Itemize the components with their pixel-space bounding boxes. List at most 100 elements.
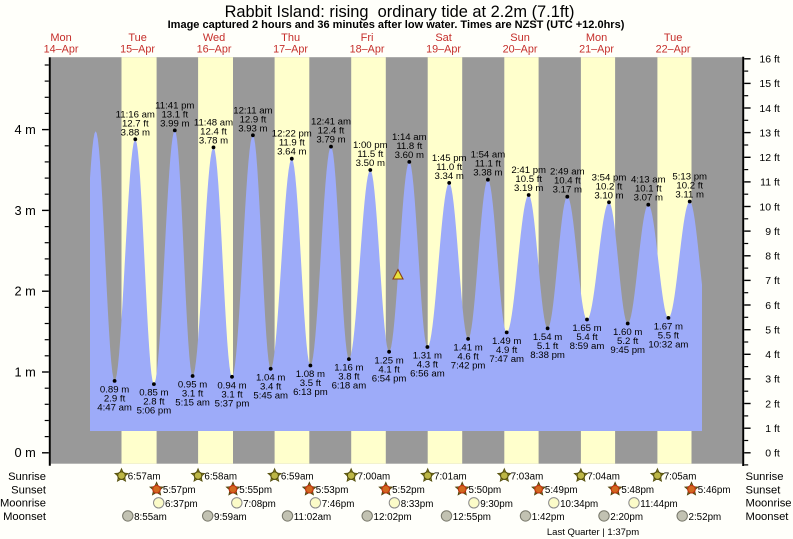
svg-text:12 ft: 12 ft (759, 152, 780, 164)
svg-text:5:48pm: 5:48pm (621, 485, 654, 496)
svg-text:13 ft: 13 ft (759, 127, 780, 139)
svg-text:3.79 m: 3.79 m (316, 135, 345, 146)
svg-text:1.65 m: 1.65 m (572, 323, 601, 334)
svg-text:2:20pm: 2:20pm (610, 512, 643, 523)
svg-text:2 m: 2 m (14, 284, 35, 299)
svg-text:Image captured 2 hours and 36: Image captured 2 hours and 36 minutes af… (168, 19, 625, 31)
svg-text:11.0 ft: 11.0 ft (436, 162, 462, 173)
svg-text:5:55pm: 5:55pm (239, 485, 272, 496)
svg-text:5:46pm: 5:46pm (698, 485, 731, 496)
svg-text:7:08pm: 7:08pm (243, 499, 276, 510)
svg-text:5:52pm: 5:52pm (392, 485, 425, 496)
svg-text:3.4 ft: 3.4 ft (260, 381, 282, 392)
svg-text:10.2 ft: 10.2 ft (596, 181, 623, 192)
svg-text:12:55pm: 12:55pm (453, 512, 491, 523)
svg-text:13.1 ft: 13.1 ft (161, 109, 188, 120)
svg-text:8:55am: 8:55am (134, 512, 167, 523)
svg-text:1.54 m: 1.54 m (533, 332, 562, 343)
svg-text:20–Apr: 20–Apr (503, 43, 538, 55)
svg-text:10.2 ft: 10.2 ft (676, 181, 703, 192)
svg-text:Sunset: Sunset (746, 484, 782, 496)
svg-text:3.11 m: 3.11 m (675, 190, 704, 201)
svg-text:12:41 am: 12:41 am (311, 117, 351, 128)
svg-text:4:13 am: 4:13 am (631, 175, 666, 186)
svg-text:Mon: Mon (50, 32, 71, 44)
svg-text:0 m: 0 m (14, 445, 35, 460)
svg-text:6:58am: 6:58am (204, 472, 237, 483)
svg-text:7:04am: 7:04am (587, 472, 620, 483)
svg-text:5:50pm: 5:50pm (469, 485, 502, 496)
svg-text:1.41 m: 1.41 m (453, 342, 482, 353)
svg-text:10.4 ft: 10.4 ft (554, 176, 581, 187)
svg-text:6:18 am: 6:18 am (332, 381, 367, 392)
svg-text:Sunset: Sunset (11, 484, 47, 496)
svg-text:2.8 ft: 2.8 ft (143, 397, 165, 408)
svg-text:3.93 m: 3.93 m (238, 123, 267, 134)
svg-text:5:15 am: 5:15 am (175, 398, 210, 409)
svg-text:11.8 ft: 11.8 ft (396, 141, 422, 152)
svg-text:1:42pm: 1:42pm (532, 512, 565, 523)
svg-text:8 ft: 8 ft (765, 251, 780, 263)
svg-text:9:30pm: 9:30pm (480, 499, 513, 510)
svg-text:Moonrise: Moonrise (746, 498, 792, 510)
svg-text:1.16 m: 1.16 m (334, 363, 363, 374)
svg-text:5.4 ft: 5.4 ft (576, 332, 598, 343)
svg-text:22–Apr: 22–Apr (656, 43, 691, 55)
svg-text:Sat: Sat (435, 32, 452, 44)
svg-text:7:46pm: 7:46pm (322, 499, 355, 510)
svg-text:12.9 ft: 12.9 ft (240, 114, 267, 125)
svg-text:12.7 ft: 12.7 ft (122, 118, 149, 129)
svg-text:0 ft: 0 ft (765, 448, 780, 460)
svg-text:11.9 ft: 11.9 ft (279, 138, 305, 149)
svg-text:10:34pm: 10:34pm (560, 499, 598, 510)
svg-text:14 ft: 14 ft (759, 103, 780, 115)
svg-text:3.64 m: 3.64 m (277, 147, 306, 158)
svg-text:12:22 pm: 12:22 pm (272, 129, 312, 140)
svg-text:3.88 m: 3.88 m (121, 127, 150, 138)
svg-text:Tue: Tue (664, 32, 683, 44)
svg-text:18–Apr: 18–Apr (350, 43, 385, 55)
svg-text:3.60 m: 3.60 m (395, 150, 424, 161)
svg-text:5.1 ft: 5.1 ft (537, 341, 559, 352)
svg-text:3.10 m: 3.10 m (594, 190, 623, 201)
svg-text:1 ft: 1 ft (765, 423, 780, 435)
svg-text:5:49pm: 5:49pm (545, 485, 578, 496)
svg-text:0.94 m: 0.94 m (217, 380, 246, 391)
svg-text:11:48 am: 11:48 am (194, 117, 233, 128)
svg-text:4 m: 4 m (14, 122, 35, 137)
svg-text:10.5 ft: 10.5 ft (515, 174, 542, 185)
svg-text:8:33pm: 8:33pm (401, 499, 434, 510)
svg-text:7 ft: 7 ft (765, 275, 780, 287)
svg-text:Moonset: Moonset (3, 511, 47, 523)
svg-text:5:57pm: 5:57pm (163, 485, 196, 496)
svg-text:Wed: Wed (203, 32, 225, 44)
svg-text:0.85 m: 0.85 m (139, 388, 168, 399)
svg-text:Moonrise: Moonrise (0, 498, 46, 510)
svg-text:1.60 m: 1.60 m (613, 327, 642, 338)
svg-text:7:01am: 7:01am (434, 472, 467, 483)
svg-text:1 m: 1 m (14, 364, 35, 379)
svg-text:16 ft: 16 ft (759, 54, 780, 66)
svg-text:7:05am: 7:05am (664, 472, 697, 483)
svg-text:19–Apr: 19–Apr (426, 43, 461, 55)
svg-text:6 ft: 6 ft (765, 300, 780, 312)
svg-text:3 m: 3 m (14, 203, 35, 218)
svg-text:7:42 pm: 7:42 pm (451, 360, 486, 371)
svg-text:3.50 m: 3.50 m (356, 158, 385, 169)
svg-text:3.38 m: 3.38 m (473, 168, 502, 179)
svg-text:11:16 am: 11:16 am (116, 109, 155, 120)
svg-text:14–Apr: 14–Apr (44, 43, 79, 55)
svg-text:3.5 ft: 3.5 ft (300, 378, 322, 389)
svg-text:3.1 ft: 3.1 ft (221, 389, 243, 400)
svg-text:1.25 m: 1.25 m (374, 355, 403, 366)
svg-text:4.6 ft: 4.6 ft (457, 351, 479, 362)
svg-text:10 ft: 10 ft (759, 201, 780, 213)
svg-text:2:49 am: 2:49 am (550, 167, 585, 178)
svg-text:4.9 ft: 4.9 ft (496, 345, 518, 356)
svg-text:6:54 pm: 6:54 pm (372, 373, 407, 384)
svg-text:Tue: Tue (128, 32, 147, 44)
svg-text:5:06 pm: 5:06 pm (137, 406, 172, 417)
svg-text:15 ft: 15 ft (759, 78, 780, 90)
svg-text:11 ft: 11 ft (760, 177, 780, 189)
svg-text:8:59 am: 8:59 am (570, 341, 605, 352)
